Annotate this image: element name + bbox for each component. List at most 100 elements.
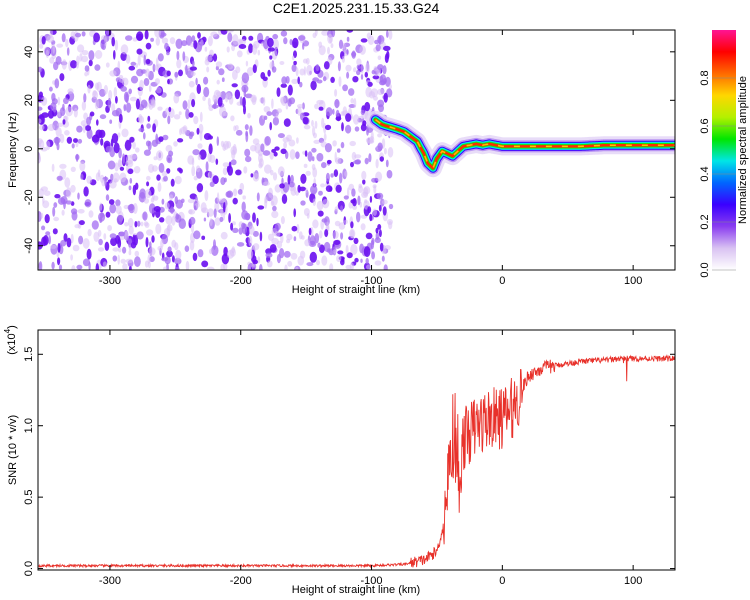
heatmap-noise-blob: [241, 72, 250, 84]
heatmap-noise-blob: [230, 222, 234, 231]
heatmap-noise-blob: [53, 216, 60, 222]
heatmap-noise-blob: [188, 80, 195, 88]
heatmap-noise-blob: [117, 158, 122, 168]
snr-scale-exponent: 4: [3, 328, 12, 333]
heatmap-noise-blob: [360, 109, 365, 116]
heatmap-noise-blob: [107, 225, 112, 232]
heatmap-noise-blob: [167, 246, 172, 253]
heatmap-noise-blob: [360, 63, 364, 74]
heatmap-noise-blob: [192, 149, 200, 156]
heatmap-noise-blob: [181, 198, 185, 203]
heatmap-noise-blob: [208, 143, 213, 155]
heatmap-noise-blob: [361, 170, 367, 181]
heatmap-noise-blob: [348, 201, 353, 209]
heatmap-noise-blob: [220, 177, 226, 186]
heatmap-noise-blob: [272, 116, 279, 126]
heatmap-noise-blob: [108, 199, 115, 205]
heatmap-noise-blob: [70, 208, 78, 215]
heatmap-noise-blob: [43, 46, 51, 56]
heatmap-noise-blob: [242, 195, 246, 200]
heatmap-noise-blob: [274, 230, 281, 237]
heatmap-noise-blob: [175, 199, 183, 209]
heatmap-noise-blob: [59, 133, 65, 144]
heatmap-noise-blob: [74, 32, 82, 38]
heatmap-noise-blob: [79, 161, 86, 172]
heatmap-y-tick-label: 20: [23, 94, 35, 106]
heatmap-noise-blob: [193, 175, 198, 181]
heatmap-noise-blob: [316, 99, 324, 105]
heatmap-noise-blob: [367, 81, 373, 87]
heatmap-noise-blob: [344, 170, 348, 177]
heatmap-noise-blob: [241, 222, 246, 229]
heatmap-noise-blob: [220, 30, 228, 35]
heatmap-noise-blob: [207, 135, 213, 140]
snr-scale-factor: (x104): [3, 325, 18, 355]
heatmap-noise-blob: [99, 202, 103, 211]
heatmap-noise-blob: [77, 44, 85, 53]
heatmap-noise-blob: [155, 223, 162, 235]
colorbar: 0.0 0.2 0.4 0.6 0.8 Normalized spectral ampl…: [699, 30, 749, 278]
heatmap-noise-blob: [200, 202, 207, 213]
heatmap-noise-blob: [173, 114, 181, 120]
heatmap-noise-blob: [138, 115, 145, 124]
heatmap-noise-blob: [64, 130, 70, 136]
heatmap-noise-blob: [173, 93, 180, 104]
colorbar-tick-label: 0.0: [699, 262, 711, 277]
heatmap-noise-blob: [38, 66, 43, 73]
heatmap-noise-blob: [155, 133, 159, 144]
heatmap-noise-blob: [350, 244, 358, 255]
heatmap-noise-blob: [215, 158, 219, 165]
heatmap-noise-blob: [275, 112, 279, 119]
heatmap-noise-blob: [353, 97, 357, 109]
heatmap-noise-blob: [308, 227, 312, 236]
heatmap-noise-blob: [128, 65, 136, 71]
heatmap-noise-blob: [122, 246, 127, 254]
heatmap-noise-blob: [273, 151, 278, 157]
heatmap-noise-blob: [371, 251, 375, 260]
heatmap-noise-blob: [343, 219, 348, 224]
heatmap-noise-blob: [297, 106, 302, 116]
heatmap-noise-blob: [256, 217, 259, 227]
heatmap-noise-blob: [52, 206, 56, 217]
heatmap-noise-blob: [142, 211, 148, 221]
heatmap-noise-blob: [46, 140, 51, 150]
heatmap-noise-blob: [256, 192, 260, 202]
heatmap-noise-blob: [385, 159, 389, 168]
heatmap-noise-blob: [248, 43, 254, 54]
heatmap-noise-blob: [365, 63, 370, 73]
heatmap-noise-blob: [343, 49, 350, 57]
heatmap-noise-blob: [92, 90, 99, 100]
heatmap-noise-blob: [335, 184, 342, 193]
heatmap-noise-blob: [158, 136, 164, 143]
heatmap-noise-blob: [386, 88, 393, 98]
heatmap-noise-blob: [182, 51, 186, 62]
heatmap-noise-blob: [119, 172, 127, 183]
heatmap-noise-blob: [75, 153, 79, 162]
heatmap-noise-blob: [381, 199, 388, 205]
snr-series: [38, 354, 675, 569]
heatmap-noise-blob: [210, 31, 218, 38]
heatmap-noise-blob: [61, 33, 66, 43]
heatmap-noise-blob: [336, 148, 341, 153]
snr-panel: -300 -200 -100 0 100 0.0 0.5 1.0 1.5 Height of …: [3, 325, 676, 596]
heatmap-noise-blob: [324, 229, 329, 238]
heatmap-noise-blob: [107, 160, 116, 170]
heatmap-noise-blob: [187, 198, 195, 204]
heatmap-noise-blob: [378, 204, 382, 212]
heatmap-noise-blob: [238, 44, 247, 49]
heatmap-noise-blob: [125, 35, 133, 41]
heatmap-noise-blob: [345, 244, 349, 255]
heatmap-noise-blob: [235, 129, 243, 136]
heatmap-noise-blob: [232, 227, 239, 233]
heatmap-frame: [37, 29, 676, 271]
heatmap-noise-blob: [366, 264, 372, 270]
heatmap-noise-blob: [197, 249, 204, 258]
heatmap-x-tick-label: -300: [99, 275, 121, 287]
heatmap-noise-blob: [318, 190, 323, 196]
heatmap-noise-blob: [349, 262, 354, 270]
heatmap-noise-blob: [152, 63, 156, 73]
heatmap-noise-blob: [245, 60, 249, 67]
heatmap-noise-blob: [221, 77, 225, 82]
heatmap-noise-blob: [340, 232, 344, 240]
